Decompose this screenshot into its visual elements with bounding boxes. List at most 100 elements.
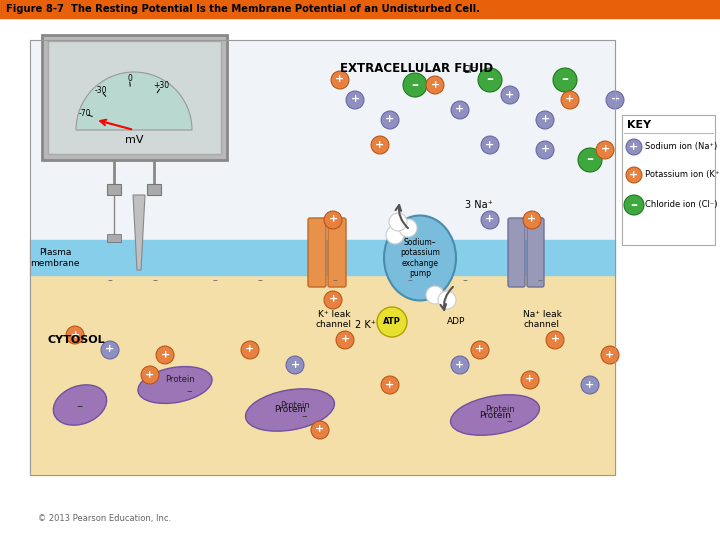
- Text: Protein: Protein: [485, 406, 515, 415]
- Text: +: +: [71, 329, 80, 340]
- Text: +: +: [541, 114, 549, 125]
- Text: +: +: [385, 380, 395, 389]
- FancyBboxPatch shape: [508, 218, 525, 287]
- Text: -70: -70: [78, 110, 91, 118]
- Ellipse shape: [384, 215, 456, 300]
- Text: –: –: [333, 275, 338, 285]
- Text: +: +: [336, 75, 345, 84]
- Text: 0: 0: [127, 73, 132, 83]
- FancyBboxPatch shape: [48, 41, 221, 154]
- Circle shape: [311, 421, 329, 439]
- Circle shape: [371, 136, 389, 154]
- Bar: [30, 240, 615, 275]
- Circle shape: [626, 167, 642, 183]
- Text: –: –: [562, 72, 569, 86]
- Bar: [107, 184, 121, 195]
- Text: +: +: [455, 105, 464, 114]
- Text: Plasma
membrane: Plasma membrane: [30, 248, 80, 268]
- Text: –: –: [77, 401, 83, 414]
- Text: CYTOSOL: CYTOSOL: [48, 335, 106, 345]
- Circle shape: [478, 68, 502, 92]
- Bar: [30, 275, 615, 475]
- Text: –: –: [153, 275, 158, 285]
- Circle shape: [241, 341, 259, 359]
- Text: +: +: [611, 94, 620, 105]
- Circle shape: [324, 291, 342, 309]
- Bar: [30, 40, 615, 240]
- Text: +: +: [600, 145, 610, 154]
- Circle shape: [481, 136, 499, 154]
- Circle shape: [451, 356, 469, 374]
- Circle shape: [536, 111, 554, 129]
- Circle shape: [438, 291, 456, 309]
- Circle shape: [546, 331, 564, 349]
- Circle shape: [596, 141, 614, 159]
- Text: Protein: Protein: [165, 375, 195, 384]
- Circle shape: [426, 76, 444, 94]
- Text: mV: mV: [125, 135, 143, 145]
- Circle shape: [451, 101, 469, 119]
- Ellipse shape: [138, 367, 212, 403]
- Text: +: +: [328, 214, 338, 225]
- Text: 3 Na⁺: 3 Na⁺: [465, 200, 493, 210]
- Bar: [0, 0, 720, 18]
- Text: -30: -30: [94, 86, 107, 94]
- Circle shape: [561, 91, 579, 109]
- Text: +: +: [606, 349, 615, 360]
- Text: –: –: [212, 275, 217, 285]
- Text: K⁺ leak
channel: K⁺ leak channel: [316, 310, 352, 329]
- Text: Cl⁻: Cl⁻: [463, 65, 477, 75]
- Text: +: +: [105, 345, 114, 354]
- Text: +: +: [565, 94, 575, 105]
- Text: –: –: [587, 152, 593, 166]
- Text: +: +: [341, 334, 350, 345]
- Text: +: +: [475, 345, 485, 354]
- Text: +: +: [485, 139, 495, 150]
- Circle shape: [471, 341, 489, 359]
- Text: +: +: [629, 170, 639, 179]
- Circle shape: [581, 376, 599, 394]
- Text: +: +: [351, 94, 359, 105]
- Text: +: +: [161, 349, 170, 360]
- Ellipse shape: [53, 385, 107, 425]
- Text: Sodium ion (Na⁺): Sodium ion (Na⁺): [645, 143, 717, 152]
- Text: –: –: [412, 78, 418, 91]
- Circle shape: [101, 341, 119, 359]
- Text: 2 K⁺: 2 K⁺: [355, 320, 376, 330]
- Text: –: –: [631, 198, 637, 212]
- Text: Protein: Protein: [274, 406, 306, 415]
- Ellipse shape: [246, 389, 335, 431]
- Text: –: –: [258, 275, 262, 285]
- Text: ATP: ATP: [383, 318, 401, 327]
- Text: EXTRACELLULAR FLUID: EXTRACELLULAR FLUID: [340, 62, 493, 75]
- Circle shape: [377, 307, 407, 337]
- Circle shape: [521, 371, 539, 389]
- Circle shape: [501, 86, 519, 104]
- Circle shape: [399, 219, 417, 237]
- FancyBboxPatch shape: [308, 218, 326, 287]
- Circle shape: [286, 356, 304, 374]
- Bar: [30, 40, 615, 475]
- Text: +30: +30: [153, 82, 170, 90]
- Text: Na⁺ leak
channel: Na⁺ leak channel: [523, 310, 562, 329]
- Circle shape: [481, 211, 499, 229]
- Circle shape: [553, 68, 577, 92]
- FancyBboxPatch shape: [328, 218, 346, 287]
- Text: –: –: [107, 275, 112, 285]
- Circle shape: [331, 71, 349, 89]
- Text: +: +: [485, 214, 495, 225]
- Wedge shape: [76, 72, 192, 130]
- Bar: [107, 234, 121, 242]
- Circle shape: [403, 73, 427, 97]
- Text: –: –: [487, 72, 493, 86]
- Ellipse shape: [451, 395, 539, 435]
- Circle shape: [389, 213, 407, 231]
- Bar: [147, 184, 161, 195]
- Circle shape: [626, 139, 642, 155]
- Text: +: +: [431, 79, 440, 90]
- Text: +: +: [290, 360, 300, 369]
- Text: +: +: [328, 294, 338, 305]
- Circle shape: [156, 346, 174, 364]
- Text: –: –: [301, 411, 307, 421]
- Text: –: –: [462, 275, 467, 285]
